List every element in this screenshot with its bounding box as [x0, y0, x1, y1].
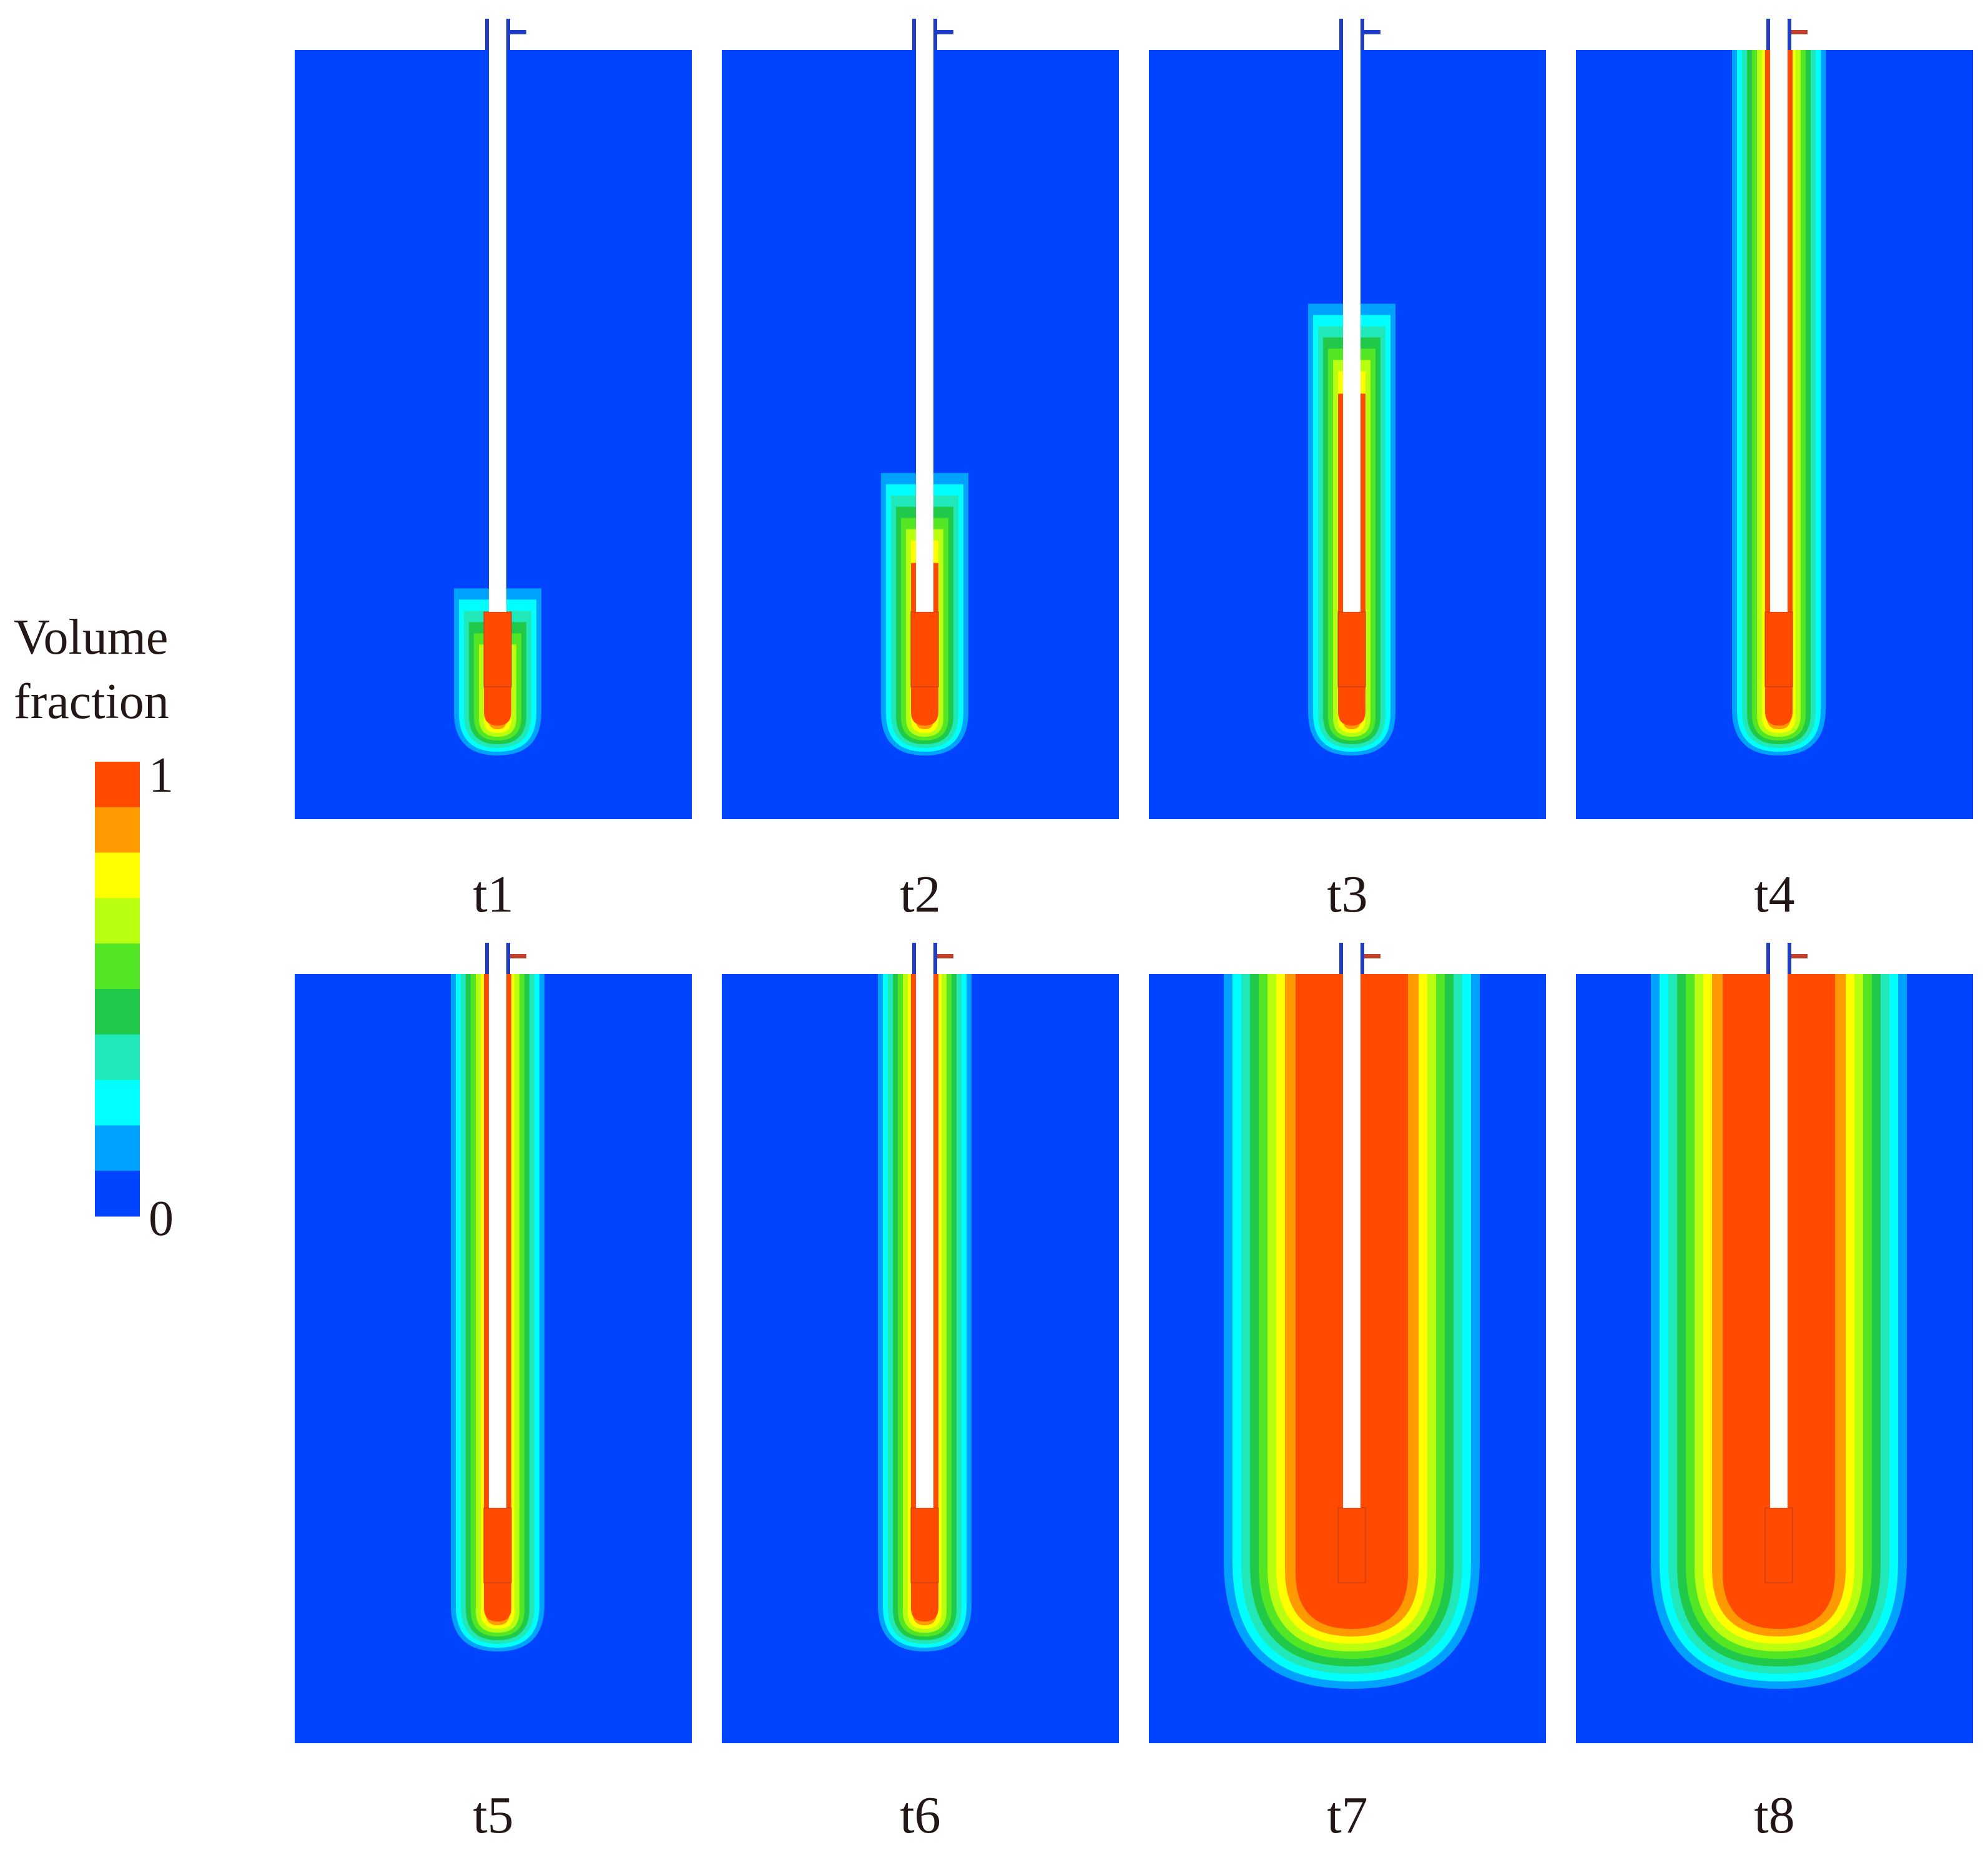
panel-t2: t2 — [722, 19, 1119, 923]
colorbar-swatch — [95, 943, 140, 990]
panel-t3: t3 — [1149, 19, 1546, 923]
injection-zone — [1764, 611, 1793, 687]
panel-grid: t1 t2 t3 t4 t5 t6 t7 t8 — [295, 19, 1973, 1844]
panel-label: t6 — [900, 1786, 940, 1844]
colorbar-swatch — [95, 1171, 140, 1217]
panel-label: t3 — [1327, 865, 1367, 923]
injection-zone — [483, 611, 512, 687]
injection-tube — [916, 943, 933, 1508]
colorbar-swatch — [95, 1034, 140, 1081]
panel-t5: t5 — [295, 943, 692, 1844]
panel-t1: t1 — [295, 19, 692, 923]
colorbar-swatch — [95, 1125, 140, 1171]
injection-tube — [1770, 943, 1788, 1508]
injection-zone — [1337, 1507, 1366, 1583]
legend-title-line1: Volume — [14, 610, 168, 665]
panel-t7: t7 — [1149, 943, 1546, 1844]
legend-min-label: 0 — [149, 1191, 174, 1246]
tube-head — [912, 943, 953, 974]
tube-head — [1766, 943, 1808, 974]
tube-head — [485, 943, 526, 974]
legend: Volume fraction 1 0 — [14, 610, 174, 1246]
panel-label: t2 — [900, 865, 940, 923]
injection-tube — [489, 943, 506, 1508]
legend-max-label: 1 — [149, 748, 174, 803]
panel-label: t8 — [1754, 1786, 1794, 1844]
panel-label: t1 — [473, 865, 513, 923]
panel-label: t5 — [473, 1786, 513, 1844]
colorbar-swatch — [95, 762, 140, 808]
injection-tube — [1343, 19, 1361, 612]
panel-t6: t6 — [722, 943, 1119, 1844]
injection-tube — [489, 19, 506, 612]
colorbar-swatch — [95, 898, 140, 944]
tube-head — [1339, 943, 1380, 974]
panel-t4: t4 — [1576, 19, 1973, 923]
colorbar-swatch — [95, 989, 140, 1035]
injection-tube — [916, 19, 933, 612]
panel-label: t7 — [1327, 1786, 1367, 1844]
colorbar-swatch — [95, 807, 140, 854]
colorbar-swatch — [95, 852, 140, 898]
injection-zone — [1337, 611, 1366, 687]
colorbar-swatch — [95, 1080, 140, 1126]
injection-zone — [483, 1507, 512, 1583]
injection-tube — [1770, 19, 1788, 612]
tube-head — [485, 19, 526, 50]
injection-zone — [1764, 1507, 1793, 1583]
injection-zone — [910, 611, 939, 687]
injection-tube — [1343, 943, 1361, 1508]
tube-head — [912, 19, 953, 50]
colorbar — [95, 762, 140, 1217]
legend-title-line2: fraction — [14, 674, 169, 729]
panel-label: t4 — [1754, 865, 1794, 923]
plume-contour-band — [484, 678, 511, 726]
panel-t8: t8 — [1576, 943, 1973, 1844]
tube-head — [1766, 19, 1808, 50]
injection-zone — [910, 1507, 939, 1583]
tube-head — [1339, 19, 1380, 50]
